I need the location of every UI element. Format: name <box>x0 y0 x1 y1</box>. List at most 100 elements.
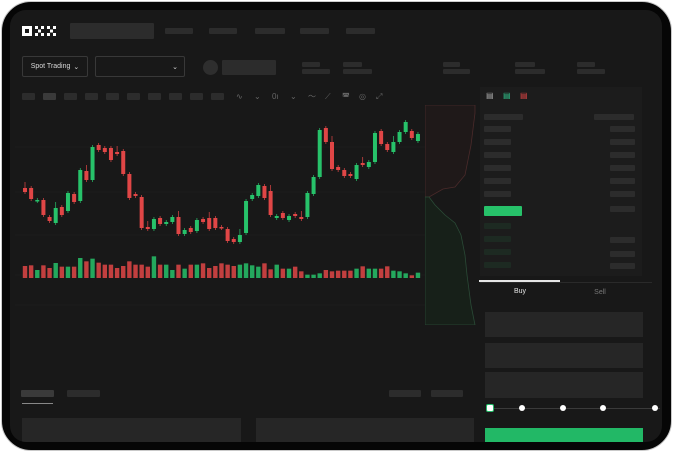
volume-bar <box>47 268 52 278</box>
candle-body <box>182 230 187 234</box>
candle-body <box>311 177 316 194</box>
line-tool-icon[interactable]: 〜 <box>308 92 316 101</box>
volume-bar <box>188 264 193 278</box>
volume-bar <box>22 266 28 278</box>
price-input[interactable] <box>485 312 643 337</box>
bottom-action[interactable] <box>389 390 421 397</box>
ask-amount <box>610 139 635 145</box>
ask-price <box>484 191 511 197</box>
buy-submit-button[interactable] <box>485 428 643 442</box>
settings-icon[interactable]: ◎ <box>359 92 366 101</box>
timeframe-button[interactable] <box>169 93 182 100</box>
orderbook-bids-icon[interactable]: ▤ <box>503 91 511 100</box>
slider-stop-100[interactable] <box>652 405 658 411</box>
volume-bar <box>108 264 114 278</box>
candle-body <box>299 217 304 219</box>
nav-item[interactable] <box>300 28 329 34</box>
spot-trading-dropdown[interactable]: Spot Trading ⌄ <box>22 56 88 77</box>
candle-body <box>330 142 334 169</box>
timeframe-button[interactable] <box>211 93 224 100</box>
volume-bar <box>145 266 150 278</box>
candle-body <box>53 208 58 223</box>
slider-stop-25[interactable] <box>519 405 525 411</box>
buy-tab[interactable]: Buy <box>513 288 527 295</box>
bottom-tab-underline <box>22 403 53 404</box>
ask-amount <box>610 191 635 197</box>
bid-price <box>484 262 511 268</box>
nav-item[interactable] <box>346 28 375 34</box>
candle-body <box>379 131 384 144</box>
pair-dropdown[interactable]: ⌄ <box>95 56 185 77</box>
ask-amount <box>610 178 635 184</box>
volume-bar <box>59 266 65 278</box>
volume-bar <box>213 266 218 278</box>
volume-bar <box>409 275 415 278</box>
chevron-down-icon[interactable]: ⌄ <box>290 92 297 101</box>
timeframe-button[interactable] <box>127 93 140 100</box>
chart-type-icon[interactable]: ⌄ <box>254 92 261 101</box>
slider-stop-75[interactable] <box>600 405 606 411</box>
volume-bar <box>139 264 144 278</box>
bid-amount <box>610 237 635 243</box>
volume-bar <box>127 261 132 278</box>
bid-price <box>484 236 511 242</box>
volume-bar <box>164 264 169 278</box>
volume-bar <box>225 264 230 278</box>
candle-body <box>293 214 298 216</box>
amount-slider[interactable] <box>486 404 660 412</box>
candlestick-chart[interactable] <box>10 105 480 375</box>
timeframe-button[interactable] <box>43 93 56 100</box>
timeframe-button[interactable] <box>85 93 98 100</box>
slider-stop-50[interactable] <box>560 405 566 411</box>
timeframe-button[interactable] <box>148 93 161 100</box>
ask-amount <box>610 165 635 171</box>
candle-body <box>360 163 365 165</box>
candle-body <box>72 194 77 202</box>
bottom-tab-active[interactable] <box>21 390 54 397</box>
timeframe-button[interactable] <box>190 93 203 100</box>
candle-body <box>372 133 377 162</box>
stat-label <box>302 62 320 67</box>
total-input[interactable] <box>485 372 643 398</box>
timeframe-button[interactable] <box>64 93 77 100</box>
volume-bar <box>231 266 236 278</box>
volume-bar <box>151 256 157 278</box>
candle-body <box>170 217 175 222</box>
timeframe-button[interactable] <box>22 93 35 100</box>
ruler-icon[interactable]: ⟋ <box>325 92 331 101</box>
candle-body <box>207 218 212 229</box>
ask-price <box>484 139 511 145</box>
sell-tab[interactable]: Sell <box>594 289 606 296</box>
volume-bar <box>274 264 279 278</box>
candle-body <box>133 194 138 196</box>
slider-handle[interactable] <box>486 404 494 412</box>
orderbook-both-icon[interactable]: ▤ <box>486 91 494 100</box>
depth-chart <box>425 105 476 325</box>
candle-body <box>280 213 285 218</box>
camera-icon[interactable]: ◚ <box>342 92 350 101</box>
nav-item[interactable] <box>165 28 193 34</box>
buy-tab-underline <box>479 280 560 282</box>
fullscreen-icon[interactable]: ⤢ <box>376 92 383 101</box>
nav-item[interactable] <box>255 28 285 34</box>
amount-input[interactable] <box>485 343 643 368</box>
candle-body <box>29 188 34 199</box>
candle-body <box>256 185 261 196</box>
orderbook-asks-icon[interactable]: ▤ <box>520 91 528 100</box>
volume-bar <box>96 262 101 278</box>
volume-bar <box>65 266 71 278</box>
bottom-action[interactable] <box>431 390 463 397</box>
bid-price <box>484 223 511 229</box>
candle-body <box>84 171 89 180</box>
volume-bar <box>323 270 329 278</box>
search-bar[interactable] <box>70 23 154 39</box>
nav-item[interactable] <box>209 28 237 34</box>
bottom-tab[interactable] <box>67 390 100 397</box>
timeframe-icon[interactable]: 0ı <box>272 92 279 101</box>
volume-bar <box>415 272 421 278</box>
indicator-icon[interactable]: ∿ <box>236 92 243 101</box>
candle-body <box>194 220 199 231</box>
candle-body <box>366 162 371 167</box>
timeframe-button[interactable] <box>106 93 119 100</box>
candle-body <box>96 145 101 150</box>
